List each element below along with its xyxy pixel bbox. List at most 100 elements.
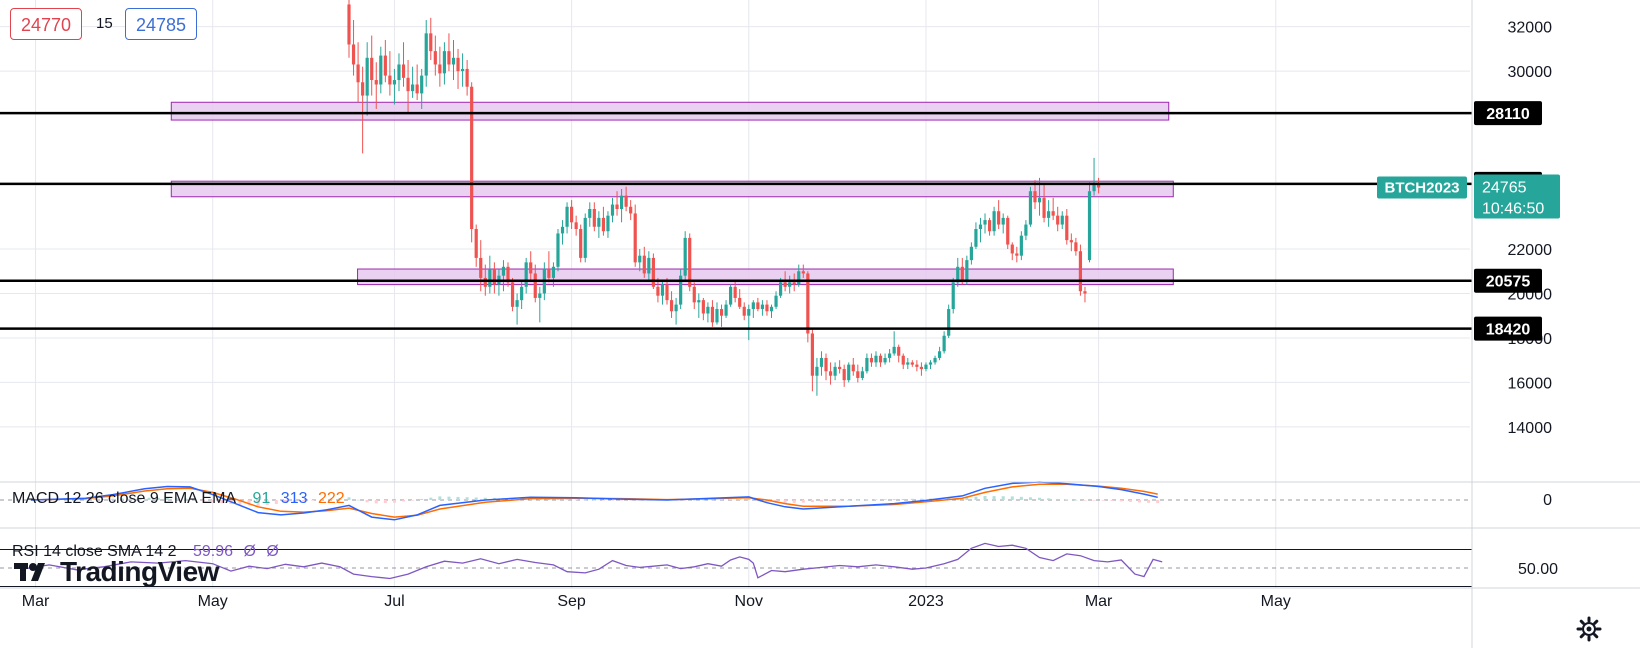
candle-body — [351, 44, 356, 65]
price-badges: 28110249302057518420BTCH20232476510:46:5… — [1377, 101, 1560, 341]
ask-price-button[interactable]: 24785 — [125, 8, 198, 40]
y-tick-label: 32000 — [1508, 20, 1553, 37]
rsi-pane — [0, 542, 1472, 587]
horizontal-levels — [0, 111, 1472, 330]
candle-body — [819, 357, 824, 367]
candle-body — [424, 33, 428, 76]
macd-histogram-bar — [456, 496, 460, 500]
candle-body — [688, 237, 692, 287]
candle-body — [815, 366, 819, 376]
candle-body — [601, 217, 606, 232]
candle-body — [470, 86, 474, 229]
candle-body — [515, 300, 519, 307]
candle-body — [715, 309, 719, 323]
macd-histogram-bar — [965, 497, 969, 500]
candle-body — [888, 353, 892, 358]
candle-body — [1096, 184, 1101, 188]
macd-histogram-bar — [74, 499, 78, 501]
candle-body — [370, 57, 374, 81]
macd-histogram-bar — [983, 495, 987, 500]
candle-body — [365, 57, 369, 96]
candle-body — [974, 229, 978, 247]
settings-gear-icon[interactable] — [1576, 616, 1602, 642]
candle-body — [783, 282, 787, 287]
price-level-badge — [1474, 268, 1542, 293]
macd-histogram-bar — [919, 498, 923, 500]
macd-histogram-bar — [420, 498, 424, 500]
macd-histogram-bar — [1010, 496, 1014, 500]
candle-body — [774, 295, 778, 307]
candle-body — [1056, 215, 1060, 225]
candle-body — [347, 4, 351, 45]
symbol-badge — [1377, 176, 1467, 199]
candle-body — [742, 306, 746, 316]
macd-histogram-bar — [1065, 499, 1069, 501]
price-level-label: 20575 — [1486, 274, 1531, 291]
candle-body — [751, 302, 755, 310]
macd-histogram-bar — [538, 498, 542, 500]
candle-body — [551, 266, 556, 278]
candle-body — [420, 75, 424, 94]
price-level-badge — [1474, 316, 1542, 341]
last-price-value: 24765 — [1482, 180, 1527, 197]
candle-body — [874, 355, 878, 363]
candle-body — [828, 371, 833, 376]
x-tick-label: May — [198, 593, 228, 610]
macd-histogram-bar — [347, 497, 351, 500]
candle-body — [529, 262, 533, 274]
macd-histogram-bar — [193, 499, 197, 500]
macd-histogram-bar — [747, 499, 751, 500]
spread-value: 15 — [96, 15, 113, 32]
y-tick-label: 14000 — [1508, 420, 1553, 437]
macd-histogram-bar — [901, 498, 905, 500]
candle-body — [942, 335, 946, 352]
candle-body — [969, 246, 973, 261]
macd-histogram-bar — [138, 497, 142, 500]
candle-body — [465, 68, 469, 87]
macd-histogram-bar — [610, 500, 614, 501]
macd-histogram-bar — [511, 498, 515, 500]
macd-histogram-bar — [583, 499, 587, 501]
macd-legend[interactable]: MACD 12 26 close 9 EMA EMA 91 313 222 — [12, 490, 351, 508]
macd-histogram-bar — [729, 499, 733, 500]
macd-histogram-bar — [365, 500, 369, 503]
macd-histogram-bar — [174, 498, 178, 500]
candle-body — [1074, 242, 1078, 252]
candle-body — [769, 306, 774, 312]
rsi-legend[interactable]: RSI 14 close SMA 14 2 59.96 Ø Ø — [12, 543, 285, 561]
x-tick-label: 2023 — [908, 593, 944, 610]
y-tick-label: 22000 — [1508, 242, 1553, 259]
macd-histogram-bar — [438, 496, 442, 500]
candle-body — [869, 357, 874, 363]
macd-histogram-bar — [910, 498, 914, 500]
bid-price-button[interactable]: 24770 — [10, 8, 83, 40]
candle-body — [560, 226, 565, 234]
macd-histogram-bar — [1047, 498, 1051, 500]
candle-body — [747, 309, 751, 316]
macd-histogram-bar — [402, 500, 406, 502]
candle-body — [1001, 217, 1005, 225]
candle-body — [910, 362, 914, 365]
tradingview-logo-icon — [14, 563, 45, 581]
macd-histogram-bar — [283, 500, 287, 504]
zones — [170, 101, 1174, 286]
x-tick-label: Mar — [22, 593, 50, 610]
macd-histogram-bar — [56, 499, 60, 501]
candle-body — [697, 300, 701, 303]
candle-body — [456, 57, 460, 72]
candle-body — [915, 364, 919, 367]
macd-histogram-bar — [574, 499, 578, 501]
macd-histogram-bar — [1119, 500, 1123, 502]
candle-body — [924, 364, 928, 370]
macd-histogram-bar — [311, 500, 315, 501]
candle-body — [719, 309, 724, 316]
macd-histogram-bar — [792, 500, 796, 503]
candle-body — [483, 277, 487, 287]
candle-body — [624, 195, 628, 207]
candle-body — [1087, 191, 1092, 261]
macd-histogram-bar — [447, 496, 451, 500]
macd-histogram-bar — [701, 499, 705, 501]
price-level-label: 18420 — [1486, 322, 1531, 339]
